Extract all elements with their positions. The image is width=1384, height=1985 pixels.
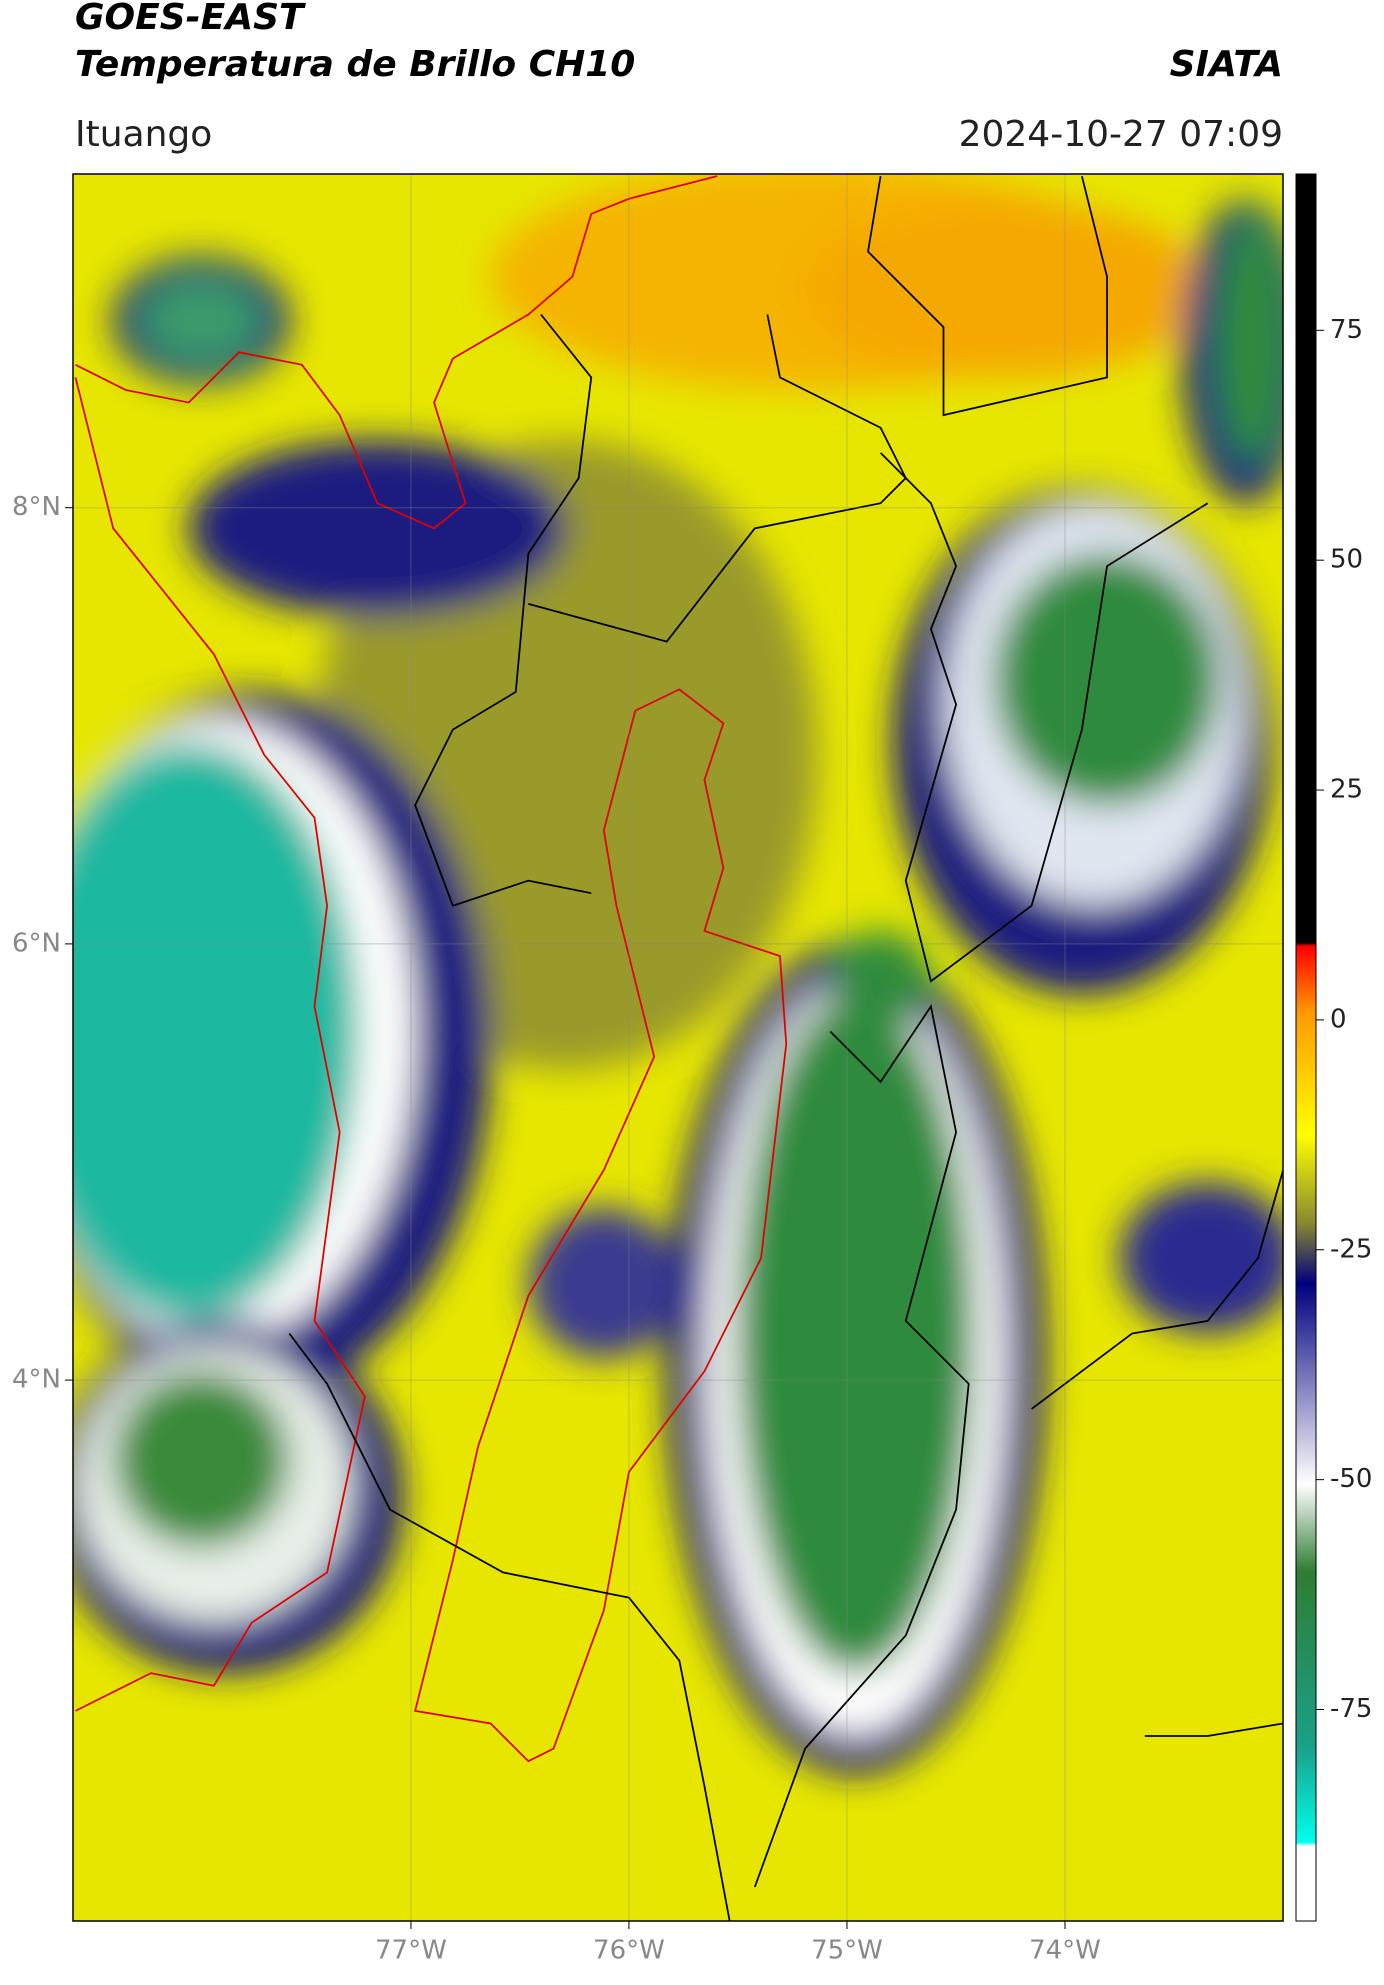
x-tick-label: 77°W [375, 1936, 447, 1966]
y-tick-label: 4°N [12, 1365, 61, 1395]
satellite-image [73, 174, 1283, 1921]
colorbar [1295, 173, 1317, 1922]
x-tick-label: 76°W [593, 1936, 665, 1966]
y-tick-label: 8°N [12, 492, 61, 522]
colorbar-tick-label: 25 [1330, 775, 1363, 805]
x-tick-label: 75°W [811, 1936, 883, 1966]
colorbar-tick-label: -50 [1330, 1464, 1372, 1494]
colorbar-tick-label: 50 [1330, 545, 1363, 575]
x-tick-label: 74°W [1029, 1936, 1101, 1966]
title: GOES-EAST [75, 0, 306, 38]
datetime: 2024-10-27 07:09 [959, 114, 1283, 155]
map-frame [72, 173, 1284, 1922]
graticule [73, 174, 1283, 1921]
source: SIATA [1170, 44, 1283, 85]
colorbar-tick-label: 0 [1330, 1004, 1347, 1034]
colorbar-tick-label: -25 [1330, 1234, 1372, 1264]
colorbar-tick-label: -75 [1330, 1694, 1372, 1724]
colorbar-tick-label: 75 [1330, 315, 1363, 345]
location: Ituango [75, 114, 212, 155]
subtitle: Temperatura de Brillo CH10 [75, 44, 635, 85]
y-tick-label: 6°N [12, 928, 61, 958]
